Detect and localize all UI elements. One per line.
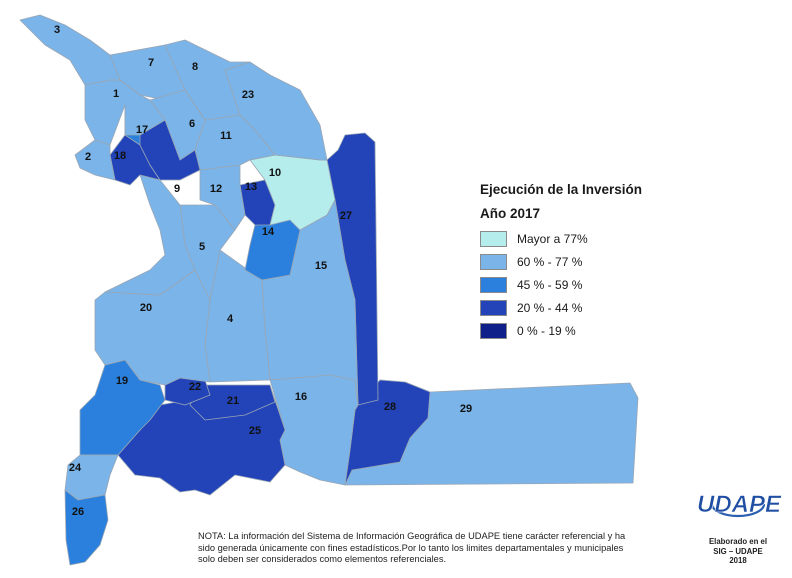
legend-row-3: 20 % - 44 % xyxy=(480,297,680,319)
legend-label: 60 % - 77 % xyxy=(517,255,583,269)
region-label-6: 6 xyxy=(189,118,195,130)
legend-swatch xyxy=(480,300,507,316)
legend-label: 0 % - 19 % xyxy=(517,324,576,338)
region-3[interactable] xyxy=(19,14,121,86)
region-label-18: 18 xyxy=(114,150,126,162)
region-9[interactable] xyxy=(104,174,196,296)
logo-caption-line3: 2018 xyxy=(729,556,747,565)
region-21[interactable] xyxy=(189,384,276,421)
region-label-9: 9 xyxy=(174,183,180,195)
region-label-3: 3 xyxy=(54,24,60,36)
region-label-26: 26 xyxy=(72,506,84,518)
region-label-24: 24 xyxy=(69,462,82,474)
legend-row-1: 60 % - 77 % xyxy=(480,251,680,273)
region-label-29: 29 xyxy=(460,403,472,415)
region-2[interactable] xyxy=(74,139,116,181)
region-label-8: 8 xyxy=(192,61,198,73)
disclaimer-note: NOTA: La información del Sistema de Info… xyxy=(198,531,626,564)
legend-label: 45 % - 59 % xyxy=(517,278,583,292)
legend-label: Mayor a 77% xyxy=(517,232,588,246)
legend-label: 20 % - 44 % xyxy=(517,301,583,315)
logo-text: UDAPE xyxy=(697,491,782,518)
region-label-20: 20 xyxy=(140,302,152,314)
legend-row-0: Mayor a 77% xyxy=(480,228,680,250)
region-label-13: 13 xyxy=(245,181,257,193)
region-26[interactable] xyxy=(64,489,109,566)
logo-caption: Elaborado en el SIG – UDAPE 2018 xyxy=(690,537,786,566)
region-label-5: 5 xyxy=(199,241,205,253)
legend-swatch xyxy=(480,231,507,247)
region-label-10: 10 xyxy=(269,167,281,179)
region-label-14: 14 xyxy=(262,226,275,238)
region-label-22: 22 xyxy=(189,381,201,393)
region-label-1: 1 xyxy=(113,88,119,100)
region-label-21: 21 xyxy=(227,395,239,407)
region-label-15: 15 xyxy=(315,260,327,272)
region-label-12: 12 xyxy=(210,183,222,195)
legend-year: Año 2017 xyxy=(480,206,541,221)
region-label-7: 7 xyxy=(148,57,154,69)
legend-row-2: 45 % - 59 % xyxy=(480,274,680,296)
region-label-16: 16 xyxy=(295,391,307,403)
logo-caption-line2: SIG – UDAPE xyxy=(713,546,763,556)
region-label-19: 19 xyxy=(116,375,128,387)
region-label-2: 2 xyxy=(85,151,91,163)
legend: Ejecución de la Inversión Año 2017 Mayor… xyxy=(480,182,680,343)
region-label-23: 23 xyxy=(242,89,254,101)
logo-caption-line1: Elaborado en el xyxy=(708,537,768,546)
region-label-27: 27 xyxy=(340,210,352,222)
region-label-4: 4 xyxy=(227,313,234,325)
region-label-28: 28 xyxy=(384,401,396,413)
region-label-17: 17 xyxy=(136,124,148,136)
region-label-11: 11 xyxy=(220,130,232,142)
region-18-east[interactable] xyxy=(139,119,201,181)
legend-swatch xyxy=(480,254,507,270)
legend-swatch xyxy=(480,323,507,339)
legend-row-4: 0 % - 19 % xyxy=(480,320,680,342)
region-12[interactable] xyxy=(199,164,246,231)
region-23[interactable] xyxy=(224,61,328,161)
legend-title: Ejecución de la Inversión xyxy=(480,182,643,197)
udape-logo: UDAPE xyxy=(697,491,783,519)
region-label-25: 25 xyxy=(249,425,261,437)
logo-swoosh xyxy=(710,503,766,518)
legend-swatch xyxy=(480,277,507,293)
